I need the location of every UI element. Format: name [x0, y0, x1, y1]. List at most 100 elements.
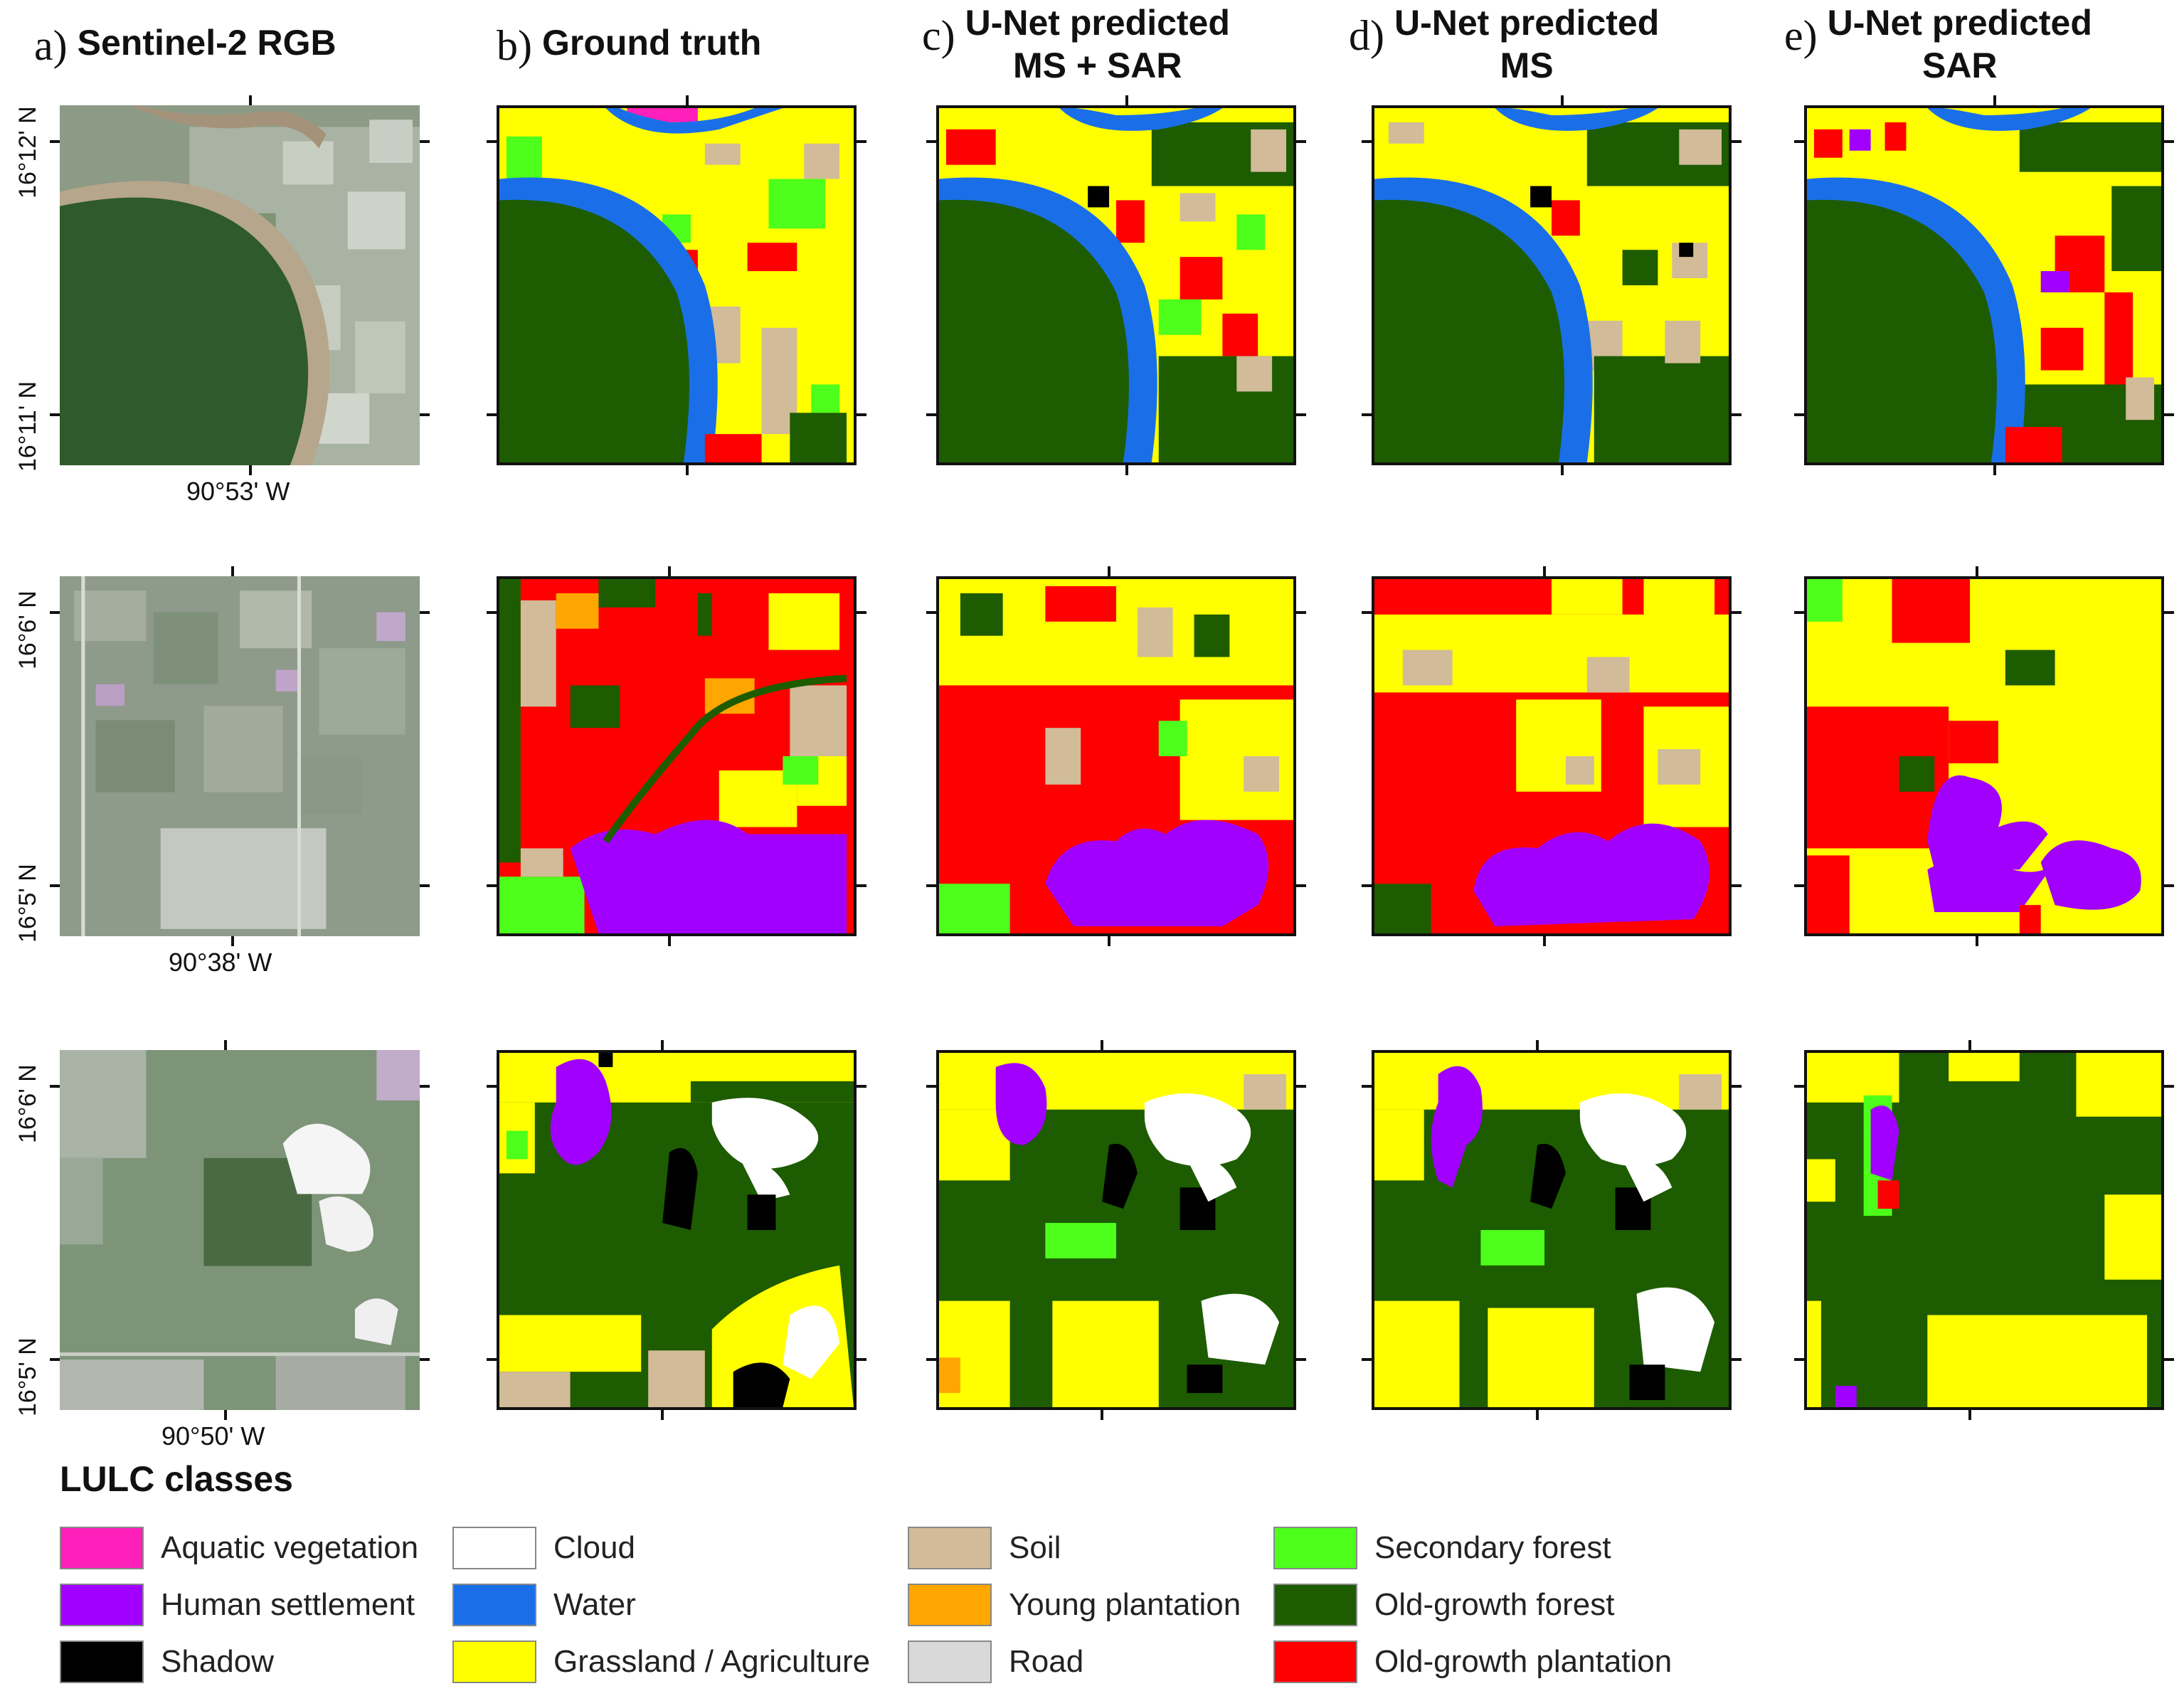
map-tick [661, 1040, 664, 1050]
legend-label: Road [1009, 1644, 1084, 1679]
map-tick [857, 1085, 866, 1088]
row1-sar-prediction-map [1804, 105, 2164, 465]
legend-label: Aquatic vegetation [161, 1530, 419, 1565]
longitude-label: 90°38' W [169, 948, 272, 977]
map-tick [1362, 140, 1372, 143]
map-tick [2164, 884, 2174, 887]
map-tick [50, 413, 60, 416]
legend-item: Cloud [452, 1527, 635, 1569]
row2-ground-truth-map [497, 576, 857, 936]
map-tick [50, 884, 60, 887]
column-header-c: c) U-Net predicted MS + SAR [922, 1, 1230, 87]
latitude-label: 16°12' N [14, 106, 41, 198]
map-tick [50, 611, 60, 614]
map-tick [857, 140, 866, 143]
column-header-b: b) Ground truth [497, 21, 761, 67]
map-tick [1968, 1040, 1971, 1050]
map-tick [926, 1085, 936, 1088]
legend-swatch [1273, 1641, 1357, 1683]
legend-swatch [60, 1641, 144, 1683]
legend-item: Human settlement [60, 1584, 415, 1626]
legend-label: Shadow [161, 1644, 275, 1679]
legend-label: Water [553, 1587, 636, 1622]
map-tick [1976, 566, 1978, 576]
legend-item: Water [452, 1584, 636, 1626]
legend-swatch [908, 1584, 992, 1626]
map-tick [2164, 1358, 2174, 1361]
legend-label: Cloud [553, 1530, 635, 1565]
map-tick [1794, 413, 1804, 416]
column-title: U-Net predicted MS + SAR [965, 3, 1230, 85]
legend-item: Old-growth plantation [1273, 1641, 1672, 1683]
legend-swatch [60, 1527, 144, 1569]
legend-swatch [908, 1641, 992, 1683]
map-tick [668, 566, 671, 576]
map-tick [1125, 95, 1128, 105]
map-tick [487, 884, 497, 887]
legend-item: Old-growth forest [1273, 1584, 1614, 1626]
map-tick [420, 413, 430, 416]
map-tick [1296, 140, 1306, 143]
map-tick [50, 140, 60, 143]
map-tick [420, 140, 430, 143]
longitude-label: 90°50' W [161, 1421, 265, 1451]
map-tick [1362, 884, 1372, 887]
map-tick [857, 884, 866, 887]
map-tick [487, 1085, 497, 1088]
map-tick [686, 95, 689, 105]
map-tick [420, 884, 430, 887]
legend-item: Secondary forest [1273, 1527, 1611, 1569]
legend-swatch [452, 1527, 536, 1569]
map-tick [2164, 413, 2174, 416]
map-tick [1732, 413, 1742, 416]
row1-msar-prediction-map [936, 105, 1296, 465]
map-tick [487, 413, 497, 416]
legend-label: Soil [1009, 1530, 1061, 1565]
map-tick [1101, 1410, 1103, 1420]
panel-letter: a) [34, 22, 68, 69]
map-tick [857, 413, 866, 416]
row3-msar-prediction-map [936, 1050, 1296, 1410]
legend-item: Road [908, 1641, 1083, 1683]
map-tick [1536, 1410, 1539, 1420]
map-tick [487, 140, 497, 143]
map-tick [1362, 1358, 1372, 1361]
map-tick [1976, 936, 1978, 946]
legend-label: Young plantation [1009, 1587, 1241, 1622]
map-tick [1543, 936, 1546, 946]
map-tick [420, 611, 430, 614]
map-tick [1993, 465, 1996, 475]
legend-label: Human settlement [161, 1587, 415, 1622]
latitude-label: 16°6' N [14, 590, 41, 669]
panel-letter: b) [497, 22, 532, 69]
map-tick [1536, 1040, 1539, 1050]
latitude-label: 16°5' N [14, 1337, 41, 1416]
map-tick [1362, 413, 1372, 416]
map-tick [1732, 140, 1742, 143]
panel-letter: d) [1349, 12, 1384, 59]
row3-sar-prediction-map [1804, 1050, 2164, 1410]
column-title: Ground truth [541, 23, 762, 63]
map-tick [224, 1040, 227, 1050]
map-tick [2164, 611, 2174, 614]
legend-label: Grassland / Agriculture [553, 1644, 871, 1679]
map-tick [661, 1410, 664, 1420]
map-tick [231, 566, 234, 576]
map-tick [1732, 1358, 1742, 1361]
map-tick [487, 611, 497, 614]
map-tick [1732, 884, 1742, 887]
column-header-a: a) Sentinel-2 RGB [34, 21, 336, 67]
row1-sentinel2-image [60, 105, 420, 465]
column-title: U-Net predicted MS [1394, 3, 1660, 85]
map-tick [1125, 465, 1128, 475]
map-tick [50, 1358, 60, 1361]
legend-swatch [60, 1584, 144, 1626]
row3-ground-truth-map [497, 1050, 857, 1410]
legend-label: Secondary forest [1374, 1530, 1611, 1565]
column-title: U-Net predicted SAR [1827, 3, 2092, 85]
map-tick [50, 1085, 60, 1088]
map-tick [249, 95, 252, 105]
legend-swatch [1273, 1584, 1357, 1626]
map-tick [1543, 566, 1546, 576]
